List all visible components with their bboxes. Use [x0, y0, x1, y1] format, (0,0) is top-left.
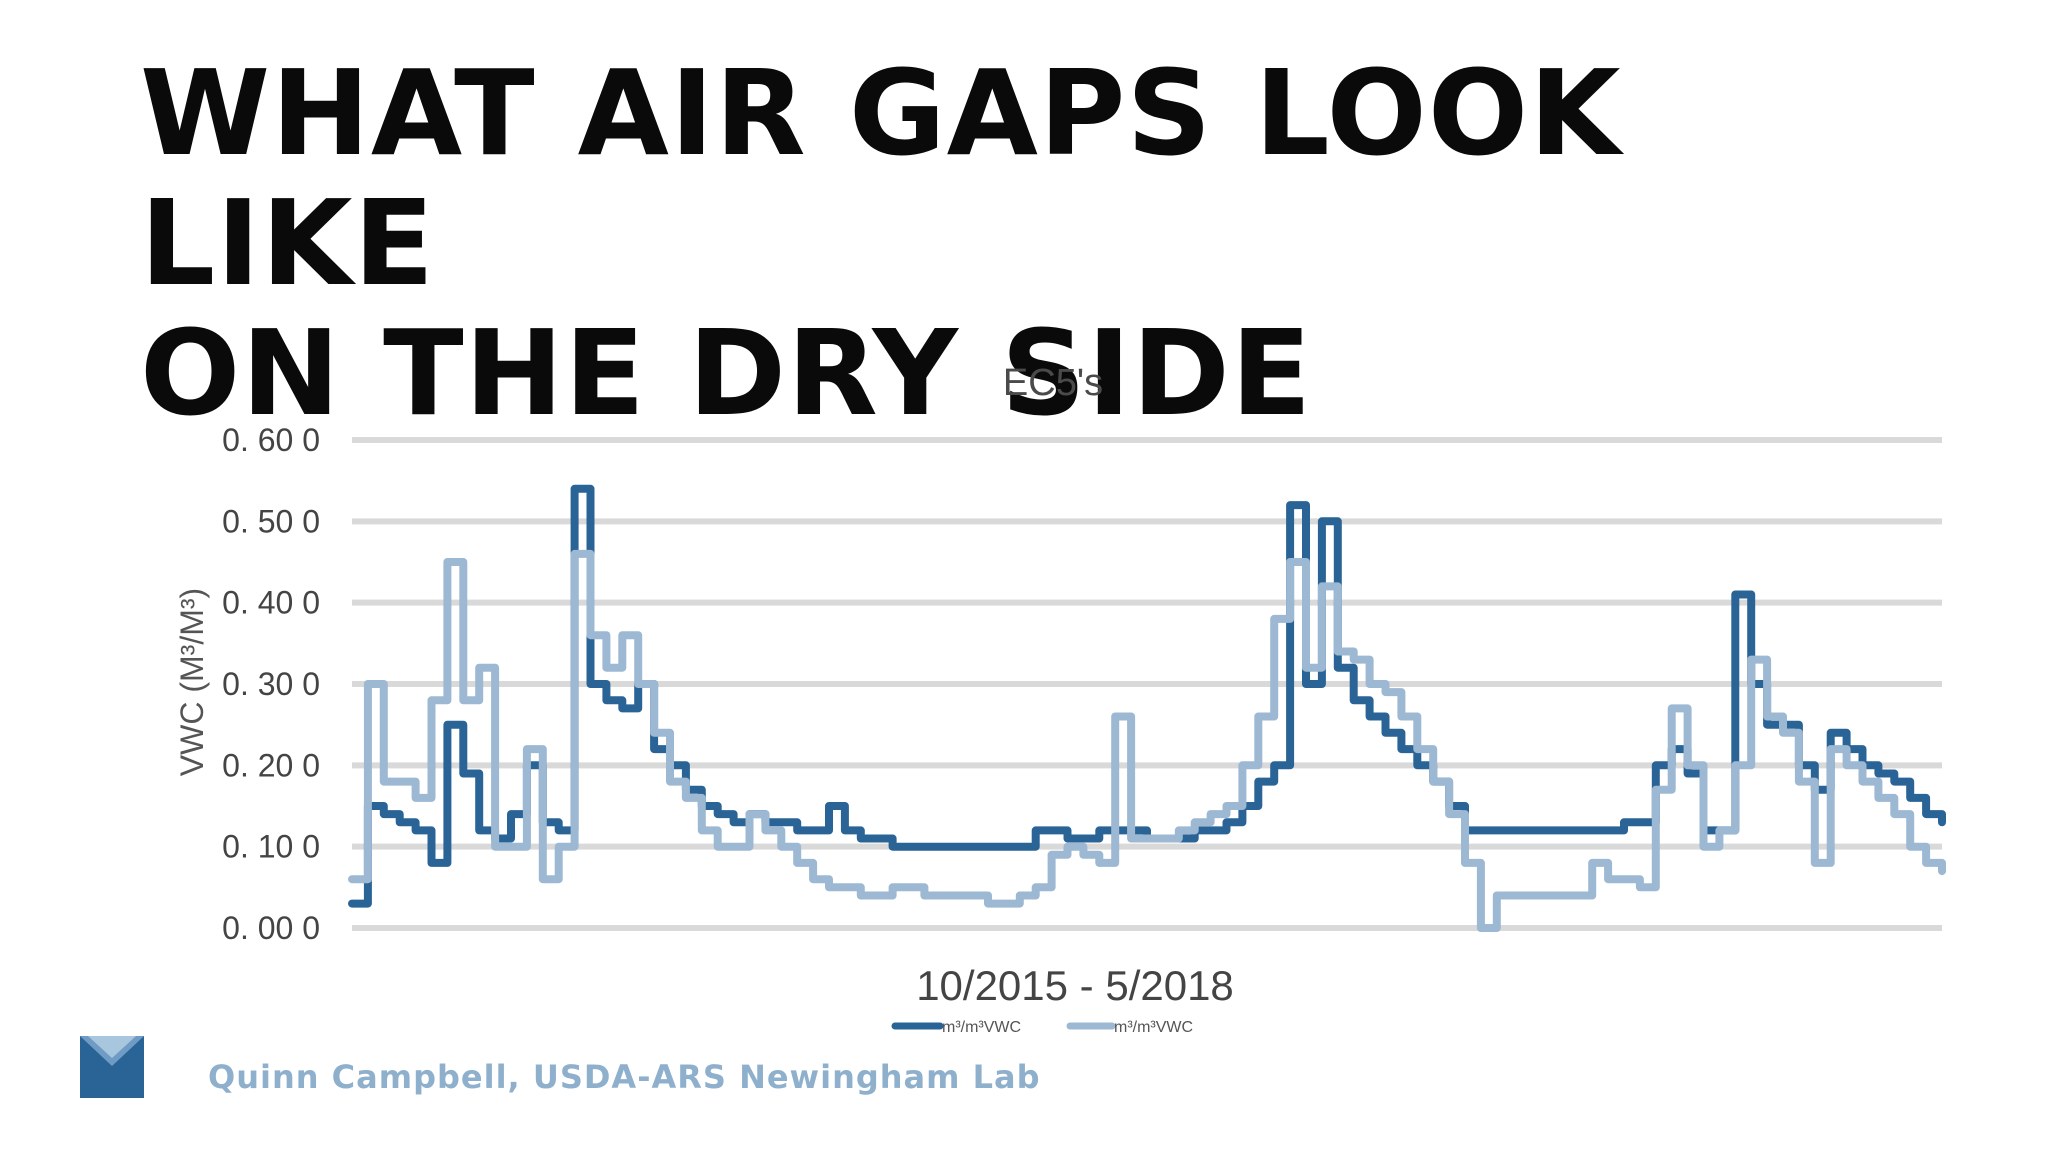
legend-label-series-1: m³/m³VWC	[942, 1019, 1021, 1036]
y-tick-label: 0. 10 0	[222, 829, 320, 865]
presenter-credit: Quinn Campbell, USDA-ARS Newingham Lab	[208, 1058, 1041, 1096]
legend-label-series-2: m³/m³VWC	[1114, 1019, 1193, 1036]
y-axis-ticks: 0. 00 0 0. 10 0 0. 20 0 0. 30 0 0. 40 0 0. 50…	[222, 422, 320, 946]
slide-title-line-2: ON THE DRY SIDE	[140, 304, 1313, 442]
y-tick-label: 0. 60 0	[222, 422, 320, 458]
y-tick-label: 0. 20 0	[222, 747, 320, 783]
y-tick-label: 0. 50 0	[222, 503, 320, 539]
chart-grid	[352, 437, 1942, 931]
y-tick-label: 0. 30 0	[222, 666, 320, 702]
y-tick-label: 0. 00 0	[222, 910, 320, 946]
vwc-line-chart: EC5's 0. 00 0 0. 10 0 0. 20 0 0. 30 0 0. 40 …	[174, 362, 1946, 1036]
chart-series	[348, 484, 1946, 932]
slide-title-line-1: WHAT AIR GAPS LOOK LIKE	[140, 44, 1622, 312]
slide-title: WHAT AIR GAPS LOOK LIKE ON THE DRY SIDE	[140, 48, 1940, 438]
y-tick-label: 0. 40 0	[222, 585, 320, 621]
series-line-2	[348, 549, 1946, 932]
chart-legend: m³/m³VWC m³/m³VWC	[891, 1019, 1193, 1036]
envelope-mark-icon	[80, 1036, 144, 1098]
x-axis-label: 10/2015 - 5/2018	[916, 962, 1234, 1009]
chart-title: EC5's	[1003, 362, 1103, 404]
y-axis-label: VWC (M³/M³)	[174, 588, 210, 776]
